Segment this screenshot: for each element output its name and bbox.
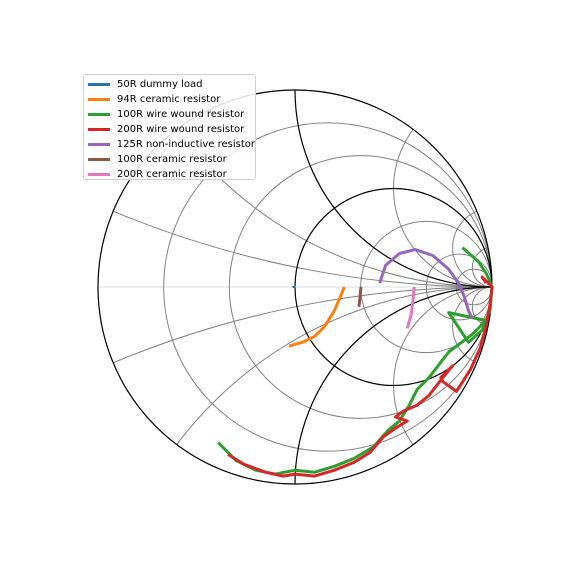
reactance-arc <box>98 286 492 484</box>
legend-label: 200R wire wound resistor <box>117 124 245 135</box>
resistance-circle <box>455 268 492 306</box>
series-line-4 <box>227 275 494 478</box>
series-line-5 <box>378 248 474 320</box>
legend-item: 125R non-inductive resistor <box>88 137 255 152</box>
reactance-arc <box>452 286 492 367</box>
reactance-arc <box>452 207 492 288</box>
series-line-7 <box>405 286 416 329</box>
series-line-3 <box>217 246 494 476</box>
legend-swatch <box>88 158 110 161</box>
legend-swatch <box>88 98 110 101</box>
legend-swatch <box>88 143 110 146</box>
legend-item: 50R dummy load <box>88 77 255 92</box>
resistance-circle <box>163 122 492 452</box>
series-line-2 <box>288 286 346 348</box>
legend-item: 100R wire wound resistor <box>88 107 255 122</box>
legend-item: 200R ceramic resistor <box>88 167 255 182</box>
legend-label: 100R wire wound resistor <box>117 109 245 120</box>
legend-swatch <box>88 83 110 86</box>
legend-label: 100R ceramic resistor <box>117 154 227 165</box>
legend-swatch <box>88 173 110 176</box>
legend-label: 50R dummy load <box>117 79 203 90</box>
legend-item: 94R ceramic resistor <box>88 92 255 107</box>
legend-label: 200R ceramic resistor <box>117 169 227 180</box>
unit-reactance-arc <box>294 90 492 288</box>
series-group <box>217 246 494 478</box>
legend-swatch <box>88 128 110 131</box>
legend-item: 100R ceramic resistor <box>88 152 255 167</box>
unit-reactance-arc <box>294 286 492 484</box>
legend: 50R dummy load 94R ceramic resistor 100R w… <box>83 74 256 180</box>
legend-item: 200R wire wound resistor <box>88 122 255 137</box>
legend-swatch <box>88 113 110 116</box>
legend-label: 94R ceramic resistor <box>117 94 221 105</box>
legend-label: 125R non-inductive resistor <box>116 139 255 150</box>
series-line-6 <box>357 286 363 307</box>
